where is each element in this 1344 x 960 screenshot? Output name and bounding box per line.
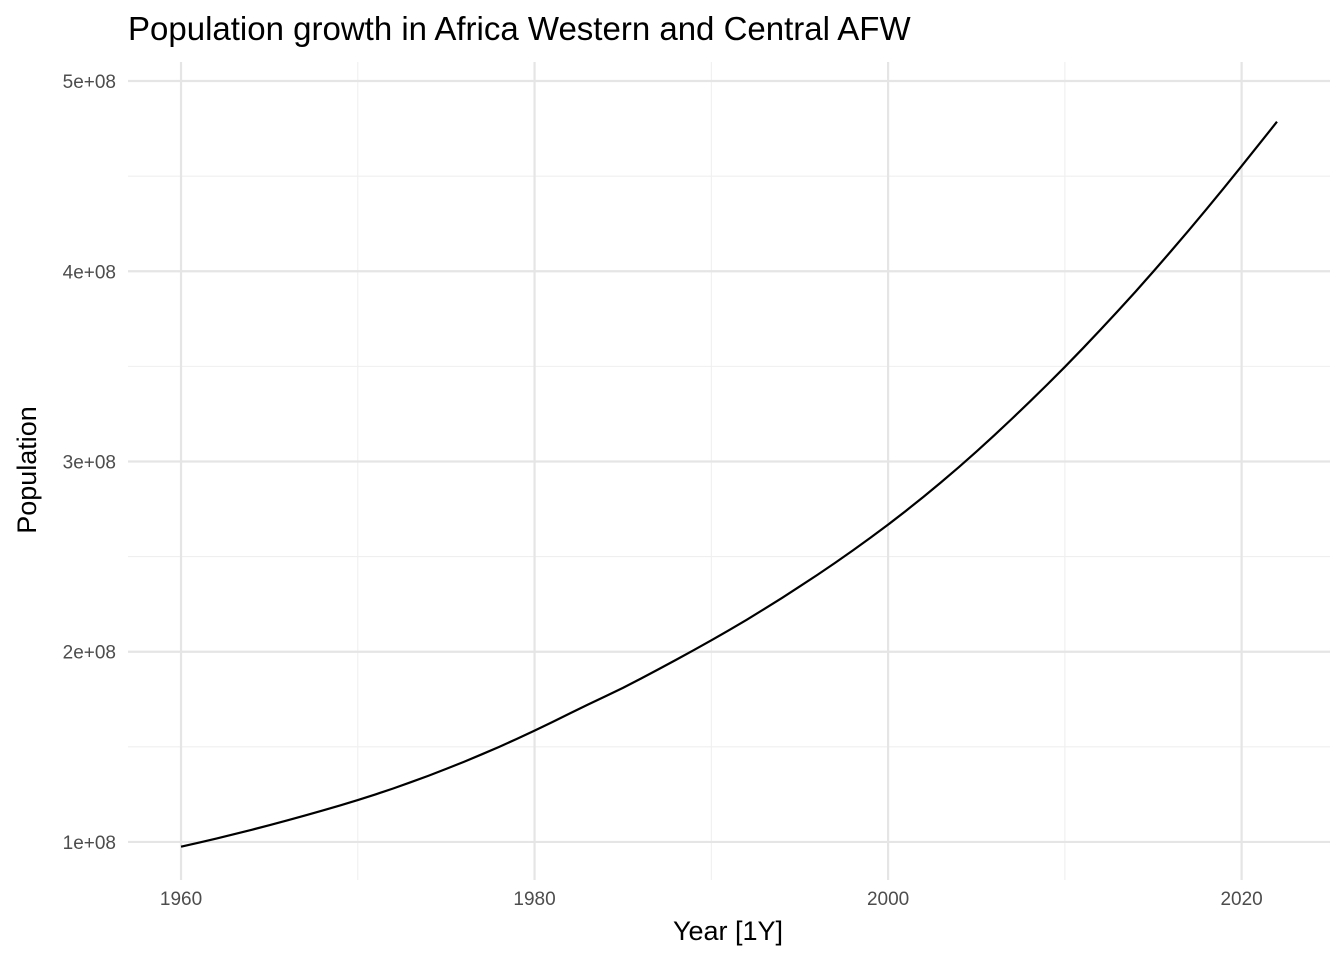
x-axis-title: Year [1Y] [673,916,783,946]
chart-title: Population growth in Africa Western and … [128,10,911,47]
x-axis-ticks: 1960 1980 2000 2020 [160,889,1263,910]
y-tick-label: 2e+08 [63,643,116,664]
x-tick-label: 1980 [513,889,555,910]
y-tick-label: 4e+08 [63,262,116,283]
y-axis-ticks: 1e+08 2e+08 3e+08 4e+08 5e+08 [63,72,116,854]
x-tick-label: 2000 [867,889,909,910]
population-series-line [180,121,1278,848]
y-tick-label: 3e+08 [63,452,116,473]
y-axis-title: Population [12,406,42,534]
x-tick-label: 1960 [160,889,202,910]
gridlines [128,62,1330,880]
y-tick-label: 1e+08 [63,833,116,854]
y-tick-label: 5e+08 [63,72,116,93]
series-layer [180,121,1278,848]
x-tick-label: 2020 [1220,889,1262,910]
